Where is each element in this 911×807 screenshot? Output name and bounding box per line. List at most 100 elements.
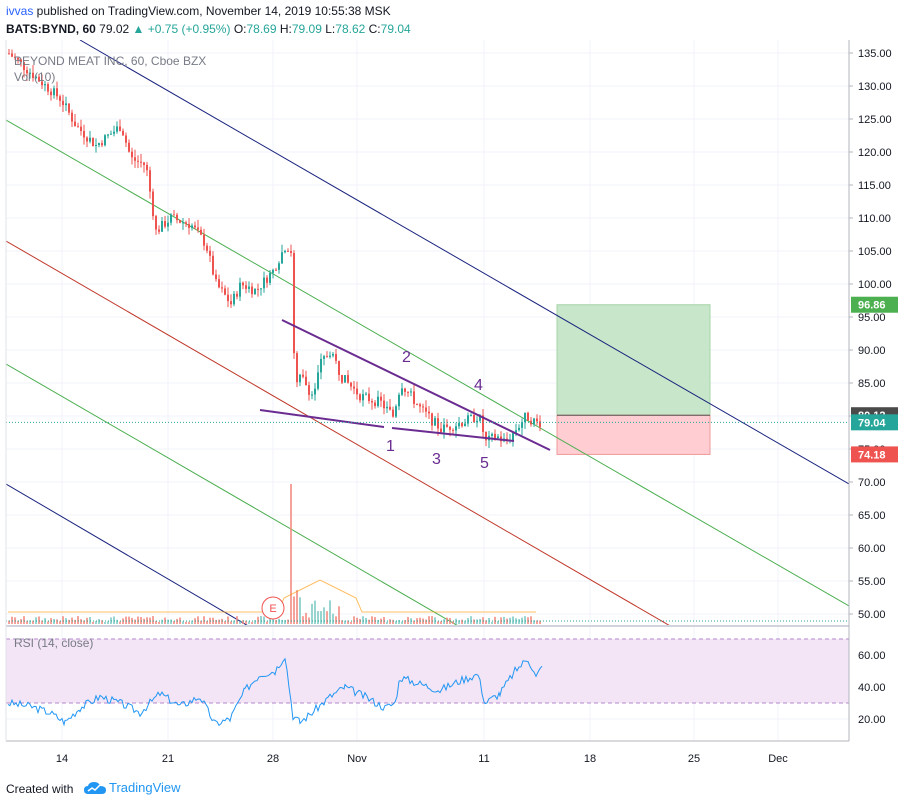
rsi-tick-label: 60.00 — [858, 650, 886, 662]
low-value: 78.62 — [335, 22, 366, 36]
candle-body — [401, 388, 403, 395]
wedge-upper-line[interactable] — [281, 319, 551, 451]
channel-line-blue-upper[interactable] — [79, 40, 849, 485]
candle-body — [398, 394, 400, 407]
candle-body — [233, 293, 235, 305]
volume-bar — [437, 621, 439, 624]
wave-label-2[interactable]: 2 — [402, 349, 411, 366]
candle-body — [185, 222, 187, 224]
candle-body — [482, 415, 484, 432]
candle-body — [140, 161, 142, 163]
candle-body — [299, 374, 301, 383]
volume-bar — [491, 621, 493, 624]
volume-bar — [329, 600, 331, 624]
volume-bar — [302, 616, 304, 624]
candle-body — [242, 282, 244, 286]
volume-bar — [539, 620, 541, 624]
candle-body — [92, 137, 94, 146]
volume-bar — [404, 620, 406, 624]
tradingview-logo[interactable]: TradingView — [84, 780, 181, 795]
volume-indicator-label[interactable]: Vol (10) — [14, 70, 55, 84]
volume-bar — [296, 590, 298, 624]
volume-bar — [425, 619, 427, 624]
candle-body — [320, 358, 322, 373]
candle-body — [359, 394, 361, 401]
candle-body — [35, 76, 37, 79]
candle-body — [8, 53, 10, 55]
channel-line-green-upper[interactable] — [6, 119, 849, 607]
candle-body — [53, 88, 55, 96]
price-label-value: 96.86 — [858, 300, 886, 312]
price-tick-label: 60.00 — [858, 543, 886, 555]
volume-bar — [260, 616, 262, 624]
published-text: published on TradingView.com, November 1… — [33, 4, 391, 18]
price-chart[interactable]: 1 2 3 4 5 E BEYOND MEAT INC, 60, Cboe BZ… — [0, 40, 911, 778]
volume-bar — [485, 620, 487, 624]
wave-label-4[interactable]: 4 — [474, 377, 483, 394]
publisher-user[interactable]: ivvas — [6, 4, 34, 18]
rsi-indicator-label[interactable]: RSI (14, close) — [14, 636, 93, 650]
candle-body — [221, 287, 223, 289]
candle-body — [89, 137, 91, 142]
candle-body — [128, 142, 130, 152]
candle-body — [194, 225, 196, 228]
candle-body — [344, 375, 346, 383]
candle-body — [32, 72, 34, 79]
candle-body — [416, 403, 418, 405]
volume-bar — [8, 620, 10, 624]
volume-bar — [299, 597, 301, 624]
volume-bar — [254, 620, 256, 624]
candle-body — [353, 386, 355, 389]
volume-bar — [11, 616, 13, 624]
rsi-tick-label: 40.00 — [858, 682, 886, 694]
volume-bar — [398, 619, 400, 624]
close-value: 79.04 — [380, 22, 411, 36]
wave-label-3[interactable]: 3 — [432, 451, 441, 468]
candle-body — [215, 274, 217, 280]
earnings-marker-icon[interactable] — [261, 596, 285, 620]
volume-bar — [125, 616, 127, 624]
candle-body — [152, 191, 154, 217]
stop-loss-zone[interactable] — [556, 414, 711, 455]
price-axis[interactable]: 135.00 130.00 125.00 120.00 115.00 110.00 105.… — [849, 48, 892, 621]
volume-bar — [461, 619, 463, 624]
volume-bar — [464, 620, 466, 624]
candle-body — [497, 436, 499, 439]
price-tick-label: 70.00 — [858, 477, 886, 489]
time-tick-label: 25 — [688, 753, 700, 765]
price-change: +0.75 (+0.95%) — [147, 22, 231, 36]
channel-line-green-lower[interactable] — [6, 363, 460, 627]
candle-body — [281, 252, 283, 264]
volume-bar — [377, 619, 379, 624]
volume-bar — [458, 620, 460, 624]
time-axis[interactable]: 14 21 28 Nov 11 18 25 Dec — [56, 753, 788, 765]
price-tick-label: 125.00 — [858, 114, 892, 126]
volume-bar — [185, 621, 187, 624]
channel-line-red-median[interactable] — [6, 240, 672, 627]
price-tick-label: 85.00 — [858, 378, 886, 390]
wedge-lower-line-b[interactable] — [391, 427, 515, 442]
volume-bar — [386, 621, 388, 624]
wave-label-1[interactable]: 1 — [386, 438, 395, 455]
price-tick-label: 50.00 — [858, 609, 886, 621]
channel-line-blue-lower[interactable] — [6, 483, 250, 627]
wedge-lower-line-a[interactable] — [259, 409, 385, 428]
candle-body — [17, 57, 19, 60]
candle-body — [164, 221, 166, 227]
candle-body — [167, 222, 169, 227]
ohlc-line: BATS:BYND, 60 79.02 ▲ +0.75 (+0.95%) O:7… — [6, 22, 411, 36]
candle-body — [464, 423, 466, 427]
rsi-axis[interactable]: 60.00 40.00 20.00 — [858, 650, 886, 726]
price-tick-label: 65.00 — [858, 510, 886, 522]
volume-bar — [407, 616, 409, 624]
volume-bar — [497, 621, 499, 624]
candle-body — [515, 430, 517, 433]
volume-bar — [311, 603, 313, 624]
candle-body — [236, 293, 238, 297]
volume-bar — [395, 621, 397, 624]
candle-body — [305, 376, 307, 386]
wave-label-5[interactable]: 5 — [480, 455, 489, 472]
price-tick-label: 135.00 — [858, 48, 892, 60]
volume-bar — [218, 619, 220, 624]
candle-body — [341, 374, 343, 383]
